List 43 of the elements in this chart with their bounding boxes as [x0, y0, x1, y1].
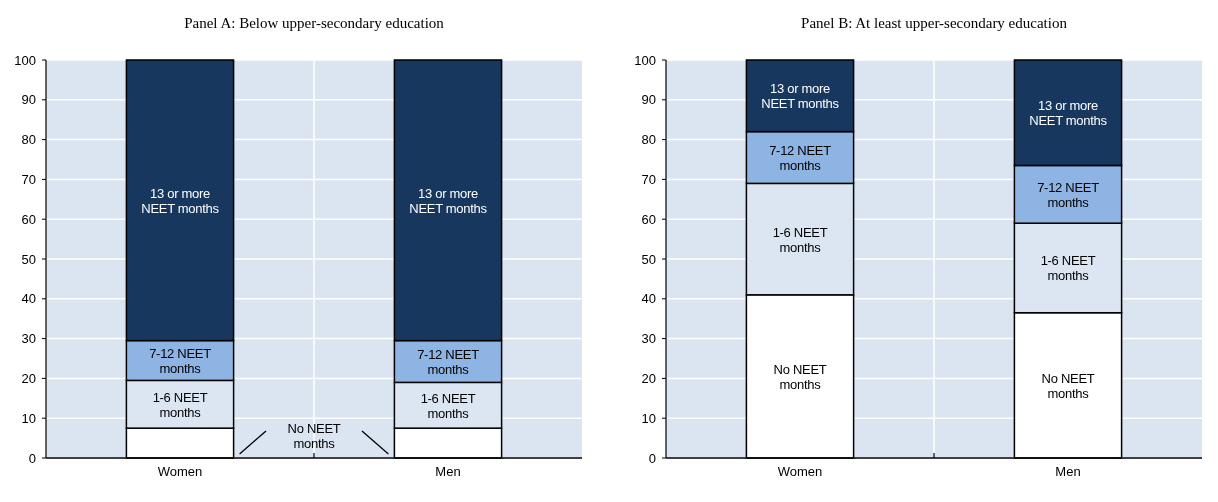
- y-tick-label: 20: [641, 370, 656, 386]
- y-tick-label: 100: [14, 52, 36, 68]
- text: 1-6 NEET months: [152, 389, 208, 420]
- y-tick-label: 60: [21, 211, 36, 227]
- y-tick-label: 90: [21, 92, 36, 108]
- y-tick-label: 40: [641, 291, 656, 307]
- series-label: 7-12 NEET months: [769, 142, 832, 173]
- x-tick-label: Men: [435, 464, 461, 479]
- x-tick-label: Women: [777, 464, 823, 479]
- y-tick-label: 80: [21, 132, 36, 148]
- y-tick-label: 80: [641, 132, 656, 148]
- y-tick-label: 50: [21, 251, 36, 267]
- y-tick-label: 60: [641, 211, 656, 227]
- y-tick-label: 90: [641, 92, 656, 108]
- y-tick-label: 30: [641, 331, 656, 347]
- text: 7-12 NEET months: [417, 346, 479, 377]
- y-tick-label: 0: [28, 450, 36, 466]
- y-tick-label: 70: [21, 171, 36, 187]
- chart-title: Panel B: At least upper-secondary education: [801, 15, 1068, 31]
- series-label: 7-12 NEET months: [149, 345, 212, 376]
- series-label: 1-6 NEET months: [772, 224, 828, 255]
- text: 13 or more NEET months: [761, 80, 839, 111]
- y-tick-label: 20: [21, 370, 36, 386]
- text: 13 or more NEET months: [409, 185, 487, 216]
- y-tick-label: 30: [21, 331, 36, 347]
- text: 7-12 NEET months: [1037, 179, 1099, 210]
- y-tick-label: 50: [641, 251, 656, 267]
- y-tick-label: 100: [634, 52, 656, 68]
- text: No NEET months: [773, 361, 827, 392]
- series-label: 1-6 NEET months: [420, 390, 476, 421]
- series-label: 13 or more NEET months: [1029, 97, 1108, 128]
- x-tick-label: Women: [157, 464, 203, 479]
- y-tick-label: 10: [641, 410, 656, 426]
- series-label: 13 or more NEET months: [141, 185, 220, 216]
- text: 1-6 NEET months: [1040, 252, 1096, 283]
- y-tick-label: 40: [21, 291, 36, 307]
- y-tick-label: 70: [641, 171, 656, 187]
- series-label: No NEET months: [1041, 370, 1095, 401]
- chart-title: Panel A: Below upper-secondary education: [184, 15, 445, 31]
- y-tick-label: 0: [648, 450, 656, 466]
- y-tick-label: 10: [21, 410, 36, 426]
- x-tick-label: Men: [1055, 464, 1081, 479]
- legend-label: No NEET months: [287, 420, 341, 450]
